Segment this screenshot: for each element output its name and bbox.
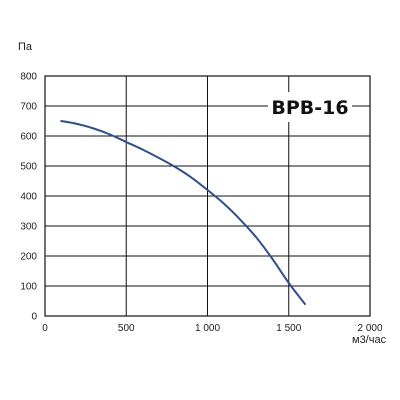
plot-frame [44,75,371,317]
x-tick-label: 1 000 [195,323,220,334]
x-tick-label: 1 500 [276,323,301,334]
title-background [268,92,352,122]
y-tick-label: 800 [20,72,37,83]
y-tick-label: 500 [20,162,37,173]
y-axis-label: Па [18,41,33,53]
x-tick-label: 2 000 [357,323,382,334]
tick-labels: 0 100 200 300 400 500 600 700 800 0 500 1 000 1 500 2… [20,72,383,335]
y-tick-label: 100 [20,282,37,293]
y-tick-label: 200 [20,252,37,263]
series-layer [60,120,306,305]
x-axis-label: м3/час [352,334,387,346]
x-tick-label: 0 [42,323,48,334]
chart-title: ВРВ-16 [271,97,348,119]
plot-border [44,75,371,317]
y-tick-label: 600 [20,132,37,143]
x-tick-label: 500 [118,323,135,334]
performance-curve [60,120,306,305]
y-tick-label: 700 [20,102,37,113]
y-tick-label: 300 [20,222,37,233]
y-tick-label: 400 [20,192,37,203]
y-tick-label: 0 [31,312,37,323]
